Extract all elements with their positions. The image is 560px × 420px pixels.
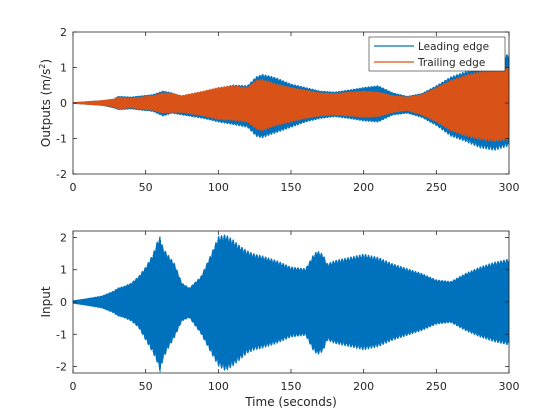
input-xtick-label: 100: [208, 380, 229, 393]
input-ytick-label: 0: [60, 296, 67, 309]
input-plot-area: [72, 234, 510, 373]
output-xtick-label: 0: [70, 181, 77, 194]
input-ytick-label: 1: [60, 264, 67, 277]
input-ytick-label: -1: [56, 328, 67, 341]
output-xtick-label: 250: [426, 181, 447, 194]
input-xtick-label: 250: [426, 380, 447, 393]
input-xtick-label: 200: [353, 380, 374, 393]
output-xtick-label: 150: [281, 181, 302, 194]
input-ytick-label: 2: [60, 231, 67, 244]
legend: Leading edge Trailing edge: [368, 36, 506, 72]
series-line-trailing-edge: [72, 67, 510, 142]
input-ytick-label: -2: [56, 361, 67, 374]
legend-box: [368, 36, 506, 72]
legend-label-trailing-edge: Trailing edge: [417, 57, 485, 69]
output-xtick-label: 100: [208, 181, 229, 194]
input-xtick-label: 300: [499, 380, 520, 393]
input-ticks: 0 50 100 150 200 250 300 -2 -1 0 1 2: [56, 231, 520, 393]
output-xtick-label: 300: [499, 181, 520, 194]
series-line-input-signal: [72, 234, 510, 373]
input-xlabel: Time (seconds): [244, 395, 337, 409]
input-xtick-label: 150: [281, 380, 302, 393]
output-ylabel: Outputs (m/s2): [38, 59, 53, 147]
output-ytick-label: 0: [60, 97, 67, 110]
output-axes: 0 50 100 150 200 250 300 -2 -1 0 1 2 Outputs (m/s2)…: [38, 26, 520, 194]
output-ticks: 0 50 100 150 200 250 300 -2 -1 0 1 2: [56, 26, 519, 194]
input-axes: 0 50 100 150 200 250 300 -2 -1 0 1 2 Input Time (se…: [39, 230, 520, 409]
input-ylabel: Input: [39, 286, 53, 317]
output-ytick-label: -1: [56, 133, 67, 146]
input-xtick-label: 50: [139, 380, 153, 393]
legend-label-leading-edge: Leading edge: [418, 41, 489, 53]
output-xtick-label: 200: [353, 181, 374, 194]
output-plot-area: [72, 54, 510, 151]
input-xtick-label: 0: [70, 380, 77, 393]
output-xtick-label: 50: [139, 181, 153, 194]
output-ytick-label: 2: [60, 26, 67, 39]
output-ytick-label: 1: [60, 62, 67, 75]
output-ytick-label: -2: [56, 168, 67, 181]
